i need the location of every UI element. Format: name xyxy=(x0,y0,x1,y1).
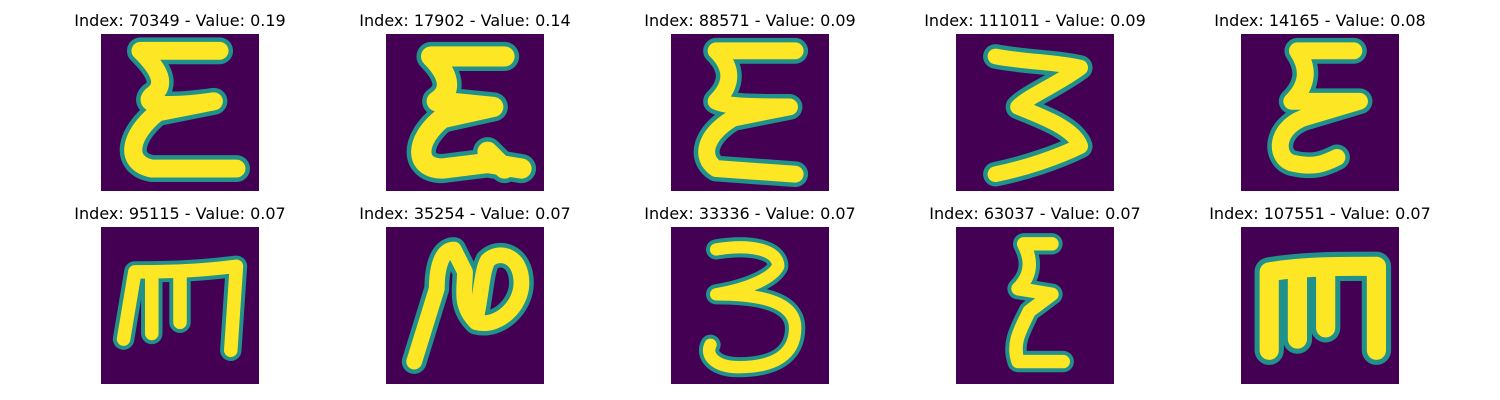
digit-image xyxy=(956,227,1114,384)
panel-title: Index: 33336 - Value: 0.07 xyxy=(644,204,856,223)
panel-title: Index: 88571 - Value: 0.09 xyxy=(644,11,856,30)
digit-image xyxy=(1241,227,1399,384)
panel-title: Index: 111011 - Value: 0.09 xyxy=(924,11,1146,30)
panel-title: Index: 35254 - Value: 0.07 xyxy=(359,204,571,223)
panel-2: Index: 17902 - Value: 0.14 xyxy=(345,10,585,191)
panel-title: Index: 70349 - Value: 0.19 xyxy=(74,11,286,30)
panel-1: Index: 70349 - Value: 0.19 xyxy=(60,10,300,191)
panel-9: Index: 63037 - Value: 0.07 xyxy=(915,203,1155,384)
panel-title: Index: 95115 - Value: 0.07 xyxy=(74,204,286,223)
panel-4: Index: 111011 - Value: 0.09 xyxy=(915,10,1155,191)
digit-image xyxy=(671,227,829,384)
digit-image xyxy=(386,34,544,191)
panel-8: Index: 33336 - Value: 0.07 xyxy=(630,203,870,384)
digit-image xyxy=(101,227,259,384)
digit-image xyxy=(101,34,259,191)
panel-5: Index: 14165 - Value: 0.08 xyxy=(1200,10,1440,191)
panel-title: Index: 107551 - Value: 0.07 xyxy=(1209,204,1431,223)
panel-7: Index: 35254 - Value: 0.07 xyxy=(345,203,585,384)
panel-title: Index: 63037 - Value: 0.07 xyxy=(929,204,1141,223)
panel-title: Index: 17902 - Value: 0.14 xyxy=(359,11,571,30)
digit-image xyxy=(1241,34,1399,191)
digit-image xyxy=(671,34,829,191)
panel-3: Index: 88571 - Value: 0.09 xyxy=(630,10,870,191)
panel-6: Index: 95115 - Value: 0.07 xyxy=(60,203,300,384)
panel-10: Index: 107551 - Value: 0.07 xyxy=(1200,203,1440,384)
digit-image xyxy=(956,34,1114,191)
digit-image xyxy=(386,227,544,384)
panel-title: Index: 14165 - Value: 0.08 xyxy=(1214,11,1426,30)
